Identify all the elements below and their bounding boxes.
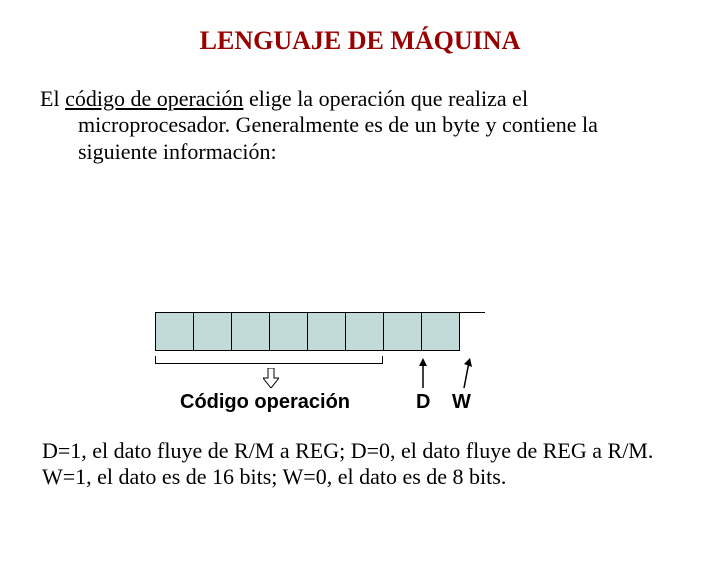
bit-row (155, 312, 485, 351)
bit-cell (346, 313, 384, 351)
up-arrow-d-icon (418, 358, 428, 393)
label-d: D (416, 391, 430, 414)
label-w: W (452, 391, 471, 414)
paragraph-dw-explanation: D=1, el dato fluye de R/M a REG; D=0, el… (42, 438, 680, 491)
para1-lead: El (40, 86, 65, 111)
bit-cell (384, 313, 422, 351)
page-title: LENGUAJE DE MÁQUINA (140, 26, 580, 56)
para1-underlined-term: código de operación (65, 86, 243, 111)
bit-cell (308, 313, 346, 351)
bit-cell (194, 313, 232, 351)
up-arrow-w-icon (454, 358, 474, 393)
bit-cell (270, 313, 308, 351)
opcode-byte-diagram (155, 312, 485, 351)
bit-cell (422, 313, 460, 351)
paragraph-opcode-intro: El código de operación elige la operació… (40, 86, 680, 165)
bit-cell (156, 313, 194, 351)
bit-cell (232, 313, 270, 351)
label-codigo-operacion: Código operación (180, 391, 350, 414)
down-arrow-icon (263, 368, 279, 388)
opcode-bracket (155, 356, 383, 364)
